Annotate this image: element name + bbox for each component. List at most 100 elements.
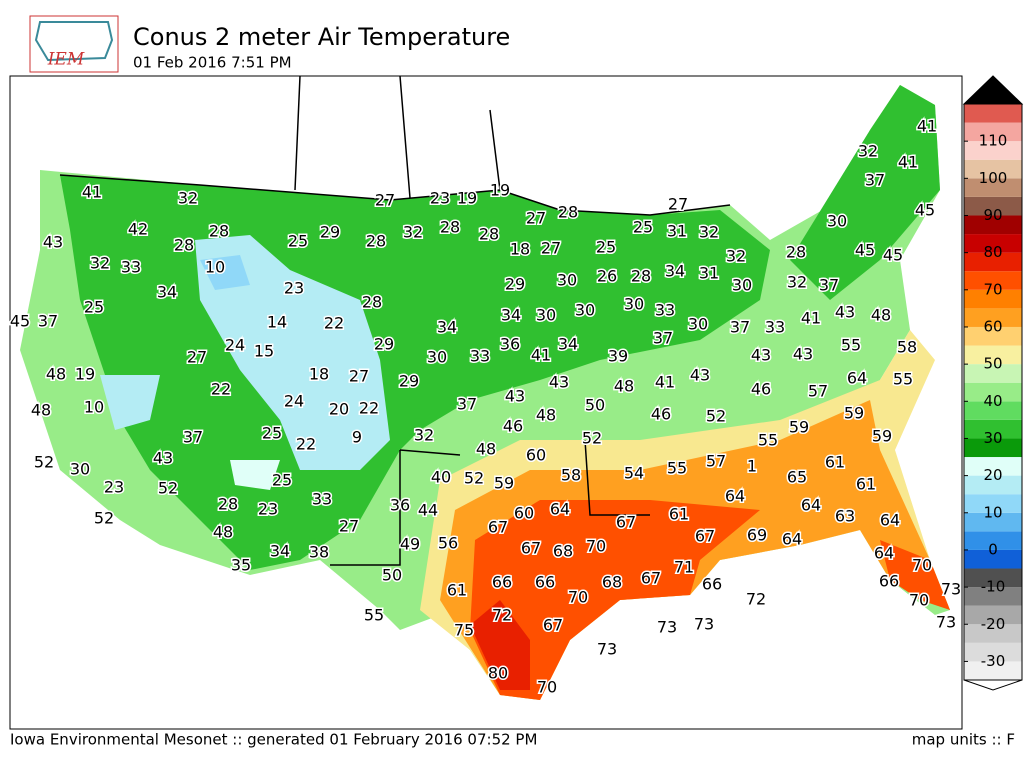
colorbar-segment	[964, 141, 1022, 160]
station-value: 14	[267, 313, 287, 332]
colorbar-segment	[964, 661, 1022, 680]
station-value: 28	[362, 293, 382, 312]
station-value: 18	[309, 365, 329, 384]
station-value: 30	[536, 306, 556, 325]
colorbar-segment	[964, 587, 1022, 606]
station-value: 32	[726, 247, 746, 266]
hot-field	[470, 500, 760, 700]
station-value: 15	[254, 342, 274, 361]
station-value: 70	[586, 537, 606, 556]
station-value: 38	[309, 543, 329, 562]
station-value: 23	[104, 478, 124, 497]
logo-shape	[34, 21, 114, 62]
hot-field	[880, 540, 950, 610]
colorbar-tick-label: -20	[981, 615, 1006, 633]
station-value: 70	[568, 588, 588, 607]
station-value: 40	[431, 468, 451, 487]
station-value: 52	[34, 453, 54, 472]
station-value: 29	[320, 223, 340, 242]
station-value: 37	[865, 171, 885, 190]
footer-credit: Iowa Environmental Mesonet :: generated …	[10, 731, 537, 749]
station-value: 52	[94, 509, 114, 528]
station-value: 23	[258, 500, 278, 519]
colorbar-tick-label: 30	[983, 429, 1002, 447]
station-value: 39	[608, 347, 628, 366]
station-value: 43	[43, 233, 63, 252]
station-value: 41	[898, 153, 918, 172]
station-value: 23	[284, 279, 304, 298]
station-value: 58	[561, 466, 581, 485]
logo: IEM	[29, 15, 119, 73]
station-value: 37	[653, 329, 673, 348]
station-value: 48	[536, 406, 556, 425]
station-value: 33	[312, 490, 332, 509]
station-value: 64	[725, 487, 745, 506]
colorbar-tick-label: 10	[983, 503, 1002, 521]
station-value: 55	[758, 431, 778, 450]
station-value: 25	[633, 218, 653, 237]
station-value: 30	[732, 276, 752, 295]
station-value: 28	[174, 236, 194, 255]
colorbar-tick-label: 70	[983, 280, 1002, 298]
colorbar-segment	[964, 159, 1022, 179]
colorbar-segment	[964, 475, 1022, 495]
station-value: 34	[157, 283, 177, 302]
station-value: 28	[440, 218, 460, 237]
map-frame	[9, 75, 963, 730]
station-value: 19	[490, 181, 510, 200]
station-value: 52	[582, 429, 602, 448]
station-value: 25	[272, 471, 292, 490]
station-value: 67	[488, 518, 508, 537]
colorbar: -30 -20 -10 0 10 20 30 40 50 60 70 80 90 100 110	[962, 75, 1024, 691]
station-value: 66	[492, 573, 512, 592]
station-value: 58	[897, 338, 917, 357]
station-value: 37	[38, 312, 58, 331]
station-value: 30	[688, 315, 708, 334]
station-value: 28	[786, 243, 806, 262]
colorbar-segment	[964, 122, 1022, 142]
station-value: 45	[883, 246, 903, 265]
station-value: 43	[549, 373, 569, 392]
station-value: 59	[789, 418, 809, 437]
station-value: 61	[669, 505, 689, 524]
station-value: 48	[31, 401, 51, 420]
station-value: 27	[541, 239, 561, 258]
temperature-field	[10, 76, 962, 729]
station-value: 75	[454, 621, 474, 640]
station-value: 27	[375, 191, 395, 210]
station-value: 30	[624, 295, 644, 314]
station-value: 66	[535, 573, 555, 592]
station-value: 27	[526, 209, 546, 228]
station-value: 59	[494, 474, 514, 493]
colorbar-segment	[964, 326, 1022, 346]
station-value: 68	[553, 542, 573, 561]
station-value: 41	[82, 183, 102, 202]
subtitle: 01 Feb 2016 7:51 PM	[133, 54, 292, 72]
station-value: 72	[492, 606, 512, 625]
station-value: 20	[329, 400, 349, 419]
station-value: 57	[808, 382, 828, 401]
station-value: 73	[694, 615, 714, 634]
station-value: 29	[399, 372, 419, 391]
colorbar-segment	[964, 438, 1022, 458]
station-value: 41	[655, 373, 675, 392]
station-value: 31	[699, 264, 719, 283]
station-value: 46	[651, 405, 671, 424]
station-value: 23	[430, 189, 450, 208]
station-value: 28	[631, 267, 651, 286]
station-value: 33	[655, 301, 675, 320]
station-value: 36	[390, 496, 410, 515]
station-value: 34	[437, 318, 457, 337]
station-value: 64	[782, 530, 802, 549]
station-value: 30	[827, 212, 847, 231]
station-value: 27	[349, 367, 369, 386]
station-value: 41	[801, 309, 821, 328]
station-value: 10	[84, 398, 104, 417]
station-value: 52	[158, 479, 178, 498]
colorbar-segment	[964, 401, 1022, 420]
title: Conus 2 meter Air Temperature	[133, 23, 510, 51]
station-value: 64	[880, 511, 900, 530]
station-value: 43	[793, 345, 813, 364]
station-value: 18	[510, 240, 530, 259]
